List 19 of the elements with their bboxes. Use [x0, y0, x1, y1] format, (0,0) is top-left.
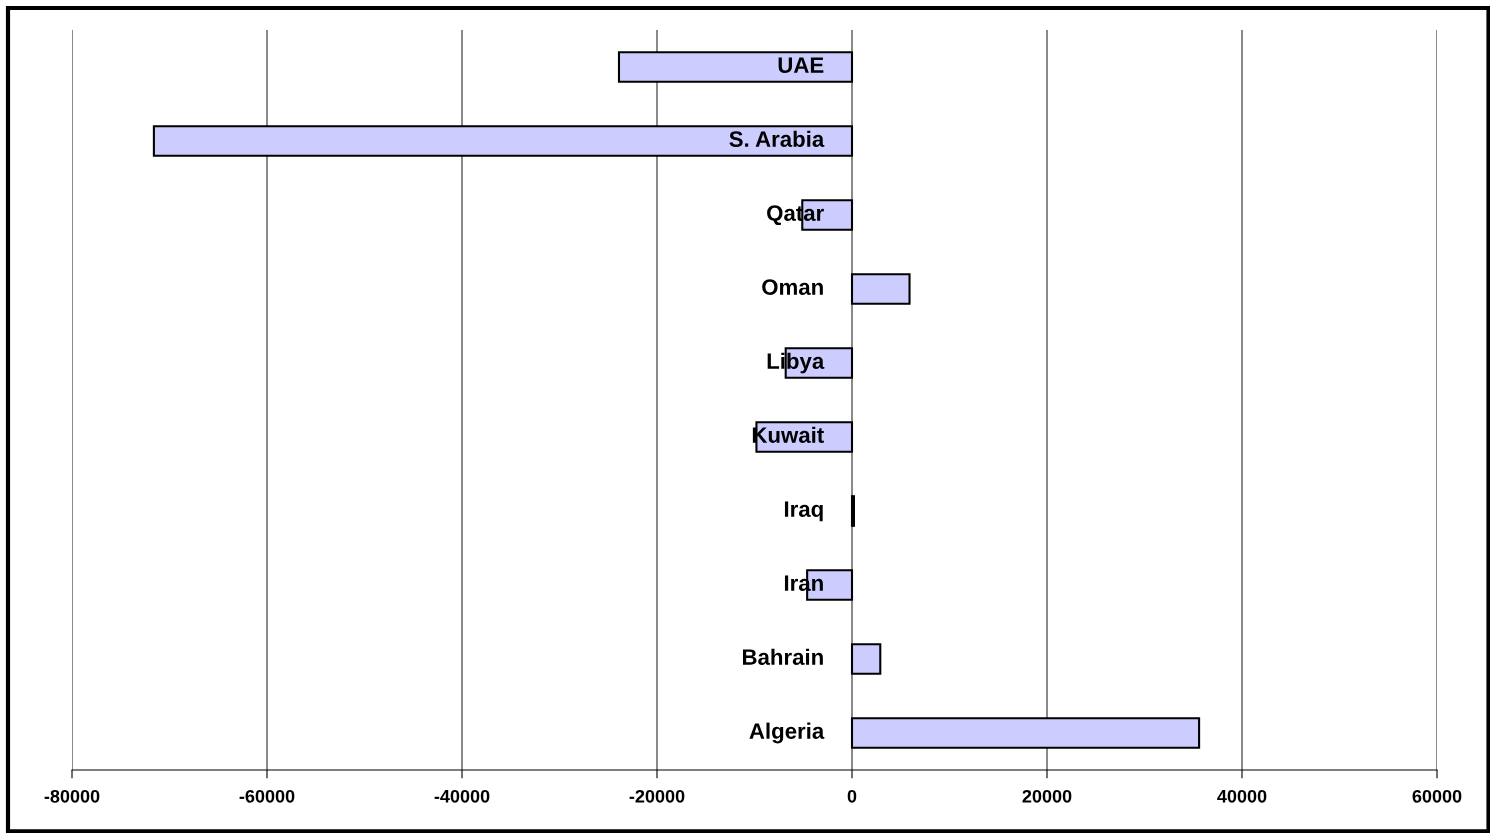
x-tick-label: 20000	[1022, 789, 1072, 803]
y-tick-label: Algeria	[749, 722, 825, 744]
bar	[850, 273, 911, 305]
bar	[152, 125, 854, 157]
y-tick-label: Iraq	[784, 501, 823, 522]
x-tick-label: -60000	[239, 789, 295, 803]
x-tick-label: 60000	[1412, 789, 1462, 803]
bar	[617, 51, 854, 83]
y-tick-label: UAE	[778, 57, 824, 73]
x-tick-label: -40000	[434, 789, 490, 803]
x-tick-label: 40000	[1217, 789, 1267, 803]
y-tick-label: S. Arabia	[729, 130, 825, 147]
y-tick-label: Oman	[762, 279, 823, 295]
x-tick-label: -20000	[629, 789, 685, 803]
x-tick-label: 0	[847, 789, 857, 803]
y-tick-label: Bahrain	[742, 648, 823, 665]
x-tick-label: -80000	[44, 789, 100, 803]
bar	[850, 717, 1201, 749]
bar	[850, 643, 882, 675]
